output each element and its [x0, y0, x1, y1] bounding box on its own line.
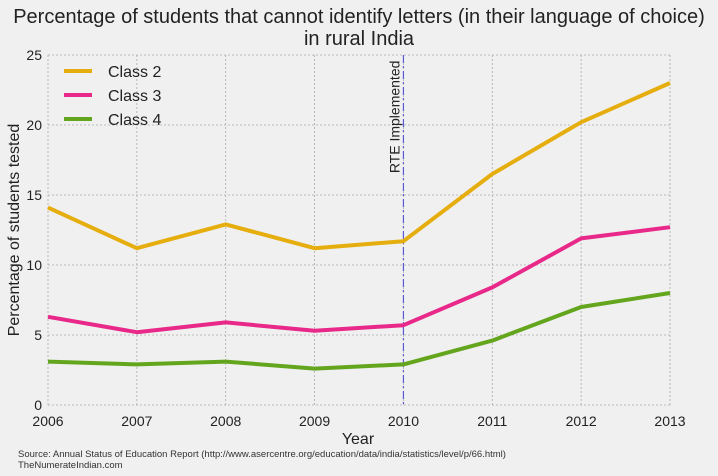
- x-tick-label: 2009: [299, 413, 330, 429]
- x-tick-label: 2013: [654, 413, 685, 429]
- chart-title-line2: in rural India: [304, 28, 415, 50]
- legend-label: Class 3: [108, 88, 161, 105]
- rte-implemented-label: RTE Implemented: [386, 61, 402, 174]
- y-tick-label: 25: [26, 47, 42, 63]
- x-tick-label: 2007: [121, 413, 152, 429]
- footer-credit: TheNumerateIndian.com: [18, 460, 123, 471]
- annotation: RTE Implemented: [386, 55, 405, 405]
- series-line-class-4: [47, 291, 671, 371]
- chart-title-line1: Percentage of students that cannot ident…: [13, 6, 705, 28]
- y-tick-label: 0: [34, 397, 42, 413]
- y-tick-label: 5: [34, 327, 42, 343]
- x-tick-label: 2006: [32, 413, 63, 429]
- y-ticks: 0 5 10 15 20 25: [26, 47, 42, 413]
- series-lines: [47, 81, 671, 371]
- x-tick-label: 2010: [388, 413, 419, 429]
- grid: [47, 54, 671, 406]
- series-line-class-2: [47, 81, 671, 251]
- y-tick-label: 15: [26, 187, 42, 203]
- x-tick-label: 2011: [477, 413, 507, 429]
- series-line-class-3: [47, 225, 671, 335]
- y-tick-label: 10: [26, 257, 42, 273]
- y-tick-label: 20: [26, 117, 42, 133]
- legend: Class 2 Class 3 Class 4: [64, 64, 161, 129]
- legend-label: Class 4: [108, 112, 161, 129]
- y-axis-label: Percentage of students tested: [6, 124, 23, 337]
- x-axis-label: Year: [342, 431, 375, 448]
- footer-source: Source: Annual Status of Education Repor…: [18, 449, 506, 460]
- x-tick-label: 2008: [210, 413, 241, 429]
- legend-label: Class 2: [108, 64, 161, 81]
- x-tick-label: 2012: [566, 413, 597, 429]
- x-ticks: 2006 2007 2008 2009 2010 2011 2012 2013: [32, 413, 685, 429]
